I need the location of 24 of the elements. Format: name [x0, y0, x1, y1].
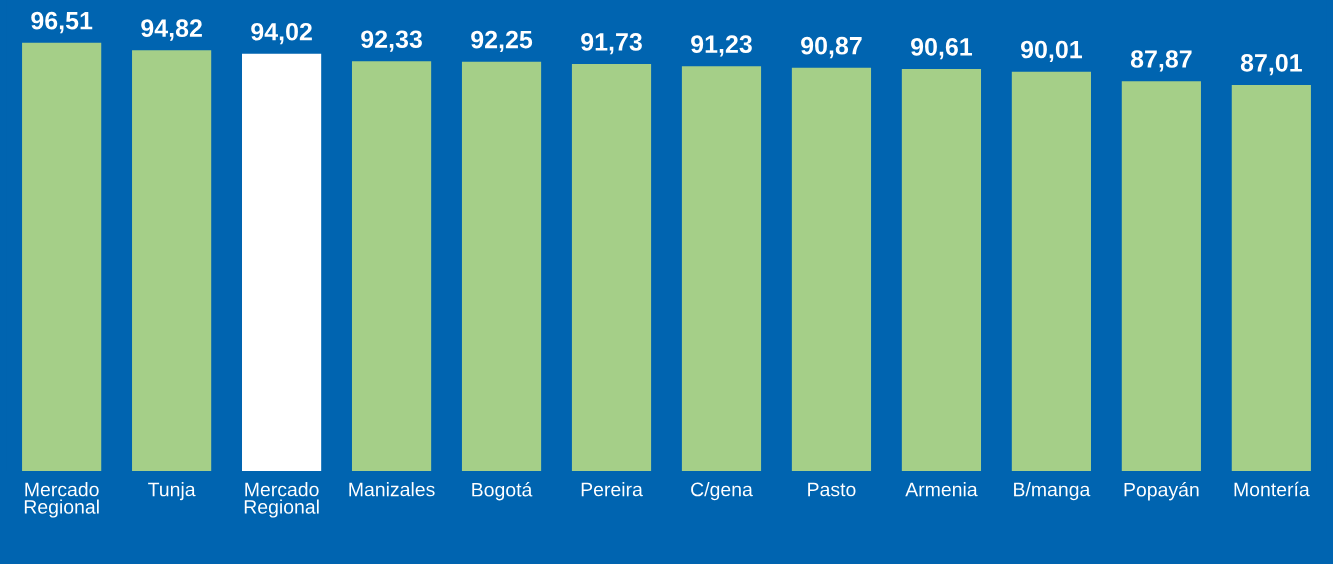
data-label: 94,02: [251, 22, 312, 45]
x-tick-label: Armenia: [905, 482, 978, 497]
data-label: 90,61: [911, 38, 973, 60]
data-label: 87,87: [1130, 50, 1192, 72]
data-label: 90,01: [1020, 40, 1082, 62]
x-tick-label: Mercado Regional: [244, 482, 319, 518]
data-label: 92,25: [471, 30, 533, 53]
x-tick-label: Tunja: [148, 482, 196, 501]
x-tick-label: Mercado Regional: [24, 482, 99, 518]
data-label: 92,33: [361, 30, 422, 52]
x-tick-label: B/manga: [1014, 482, 1091, 501]
x-tick-label: Manizales: [349, 482, 435, 497]
data-label: 90,87: [801, 36, 862, 59]
x-tick-label: Pereira: [581, 482, 643, 497]
x-tick-label: Bogotá: [472, 482, 533, 501]
x-tick-label: Popayán: [1124, 482, 1199, 501]
x-tick-label: Montería: [1234, 481, 1310, 497]
x-tick-label: Pasto: [808, 482, 856, 497]
data-label: 94,82: [141, 19, 202, 41]
data-label: 91,73: [581, 33, 642, 55]
data-label: 91,23: [691, 35, 752, 57]
x-tick-label: C/gena: [691, 482, 753, 501]
data-label: 96,51: [31, 11, 93, 34]
data-label: 87,01: [1240, 53, 1302, 76]
